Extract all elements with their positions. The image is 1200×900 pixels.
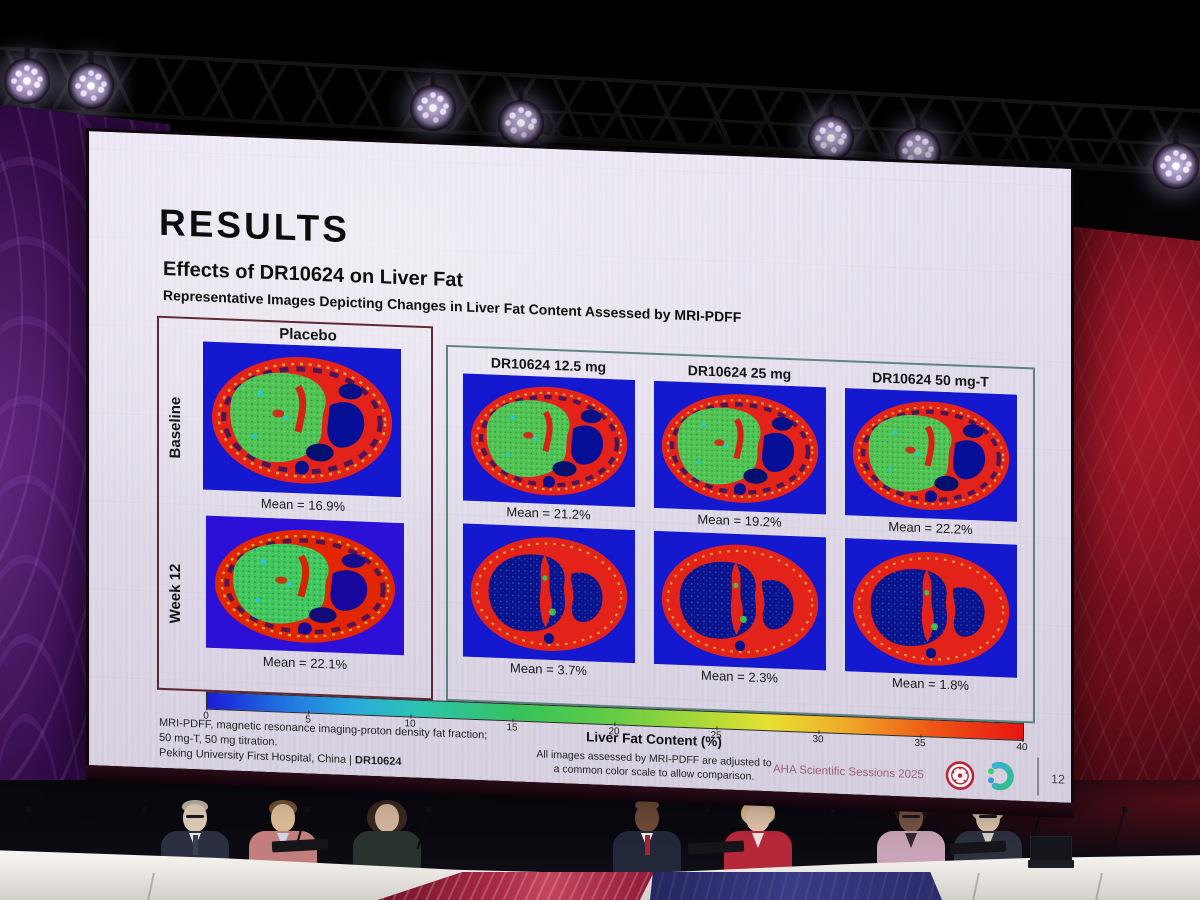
study-id: DR10624 [355,754,402,769]
mri-image-baseline [462,373,635,508]
results-slide: RESULTS Effects of DR10624 on Liver Fat … [89,131,1071,803]
page-divider [1037,757,1039,796]
microphone-icon [1112,810,1126,850]
treatment-columns: DR10624 12.5 mg Mean = 21.2% Mean = 3.7% [448,347,1033,721]
treatment-panel: DR10624 12.5 mg Mean = 21.2% Mean = 3.7% [446,344,1035,724]
stage-light-icon [68,63,114,109]
glasses-icon [638,815,656,818]
stage-light-icon [808,115,854,161]
mri-image-week12 [844,538,1017,678]
affiliation-text: Peking University First Hospital, China … [159,746,356,767]
microphone-icon [820,810,834,850]
stage-light-icon [1153,143,1199,189]
mri-image-placebo-week12 [206,515,404,656]
mean-value: Mean = 22.1% [262,653,348,673]
treatment-column: DR10624 25 mg Mean = 19.2% Mean = 2.3% [649,359,830,714]
panelist-tie [193,835,198,855]
slide-subtitle: Effects of DR10624 on Liver Fat [163,257,464,292]
glasses-icon [979,815,997,818]
stage-light-icon [498,100,544,146]
comparison-note: All images assessed by MRI-PDFF are adju… [489,745,819,786]
slide-title: RESULTS [159,201,350,251]
panelist-head [375,804,399,832]
footnote-line2: 50 mg-T, 50 mg titration. [159,731,278,749]
hospital-seal-icon [945,761,975,790]
colorbar-tick-label: 30 [812,733,824,746]
projection-screen: RESULTS Effects of DR10624 on Liver Fat … [86,128,1074,806]
placebo-panel: Placebo Baseline Week 12 Mean = 16.9% Me… [157,315,433,701]
glasses-icon [902,815,920,818]
stage-light-icon [410,85,456,131]
mri-image-baseline [653,380,826,515]
glasses-icon [378,815,396,818]
panelist-head [635,804,659,832]
panelist [611,798,683,878]
microphone-icon [132,810,146,850]
glasses-icon [186,815,204,818]
laptop [1028,836,1074,872]
treatment-column: DR10624 12.5 mg Mean = 21.2% Mean = 3.7% [458,351,639,706]
mri-image-week12 [653,530,826,671]
laptop-base [1028,860,1074,868]
laptop-screen [1030,836,1072,862]
mean-value: Mean = 16.9% [260,495,346,514]
treatment-column: DR10624 50 mg-T Mean = 22.2% Mean = 1.8% [840,366,1021,721]
panelist-head [271,804,295,832]
panel-table [0,846,1200,900]
colorbar-tick-label: 35 [914,737,926,750]
panelist-head [746,804,770,832]
microphone-icon [16,810,30,850]
row-label-baseline: Baseline [167,396,184,459]
panelist-head [183,804,207,832]
mri-image-baseline [844,388,1017,522]
stage-light-icon [4,58,50,104]
page-number: 12 [1051,772,1065,787]
mri-image-week12 [462,523,635,664]
table-front-blue-panel [650,872,942,900]
colorbar-tick-label: 40 [1016,741,1028,754]
row-label-week12: Week 12 [167,563,184,624]
panelist-tie [645,835,650,855]
glasses-icon [274,815,292,818]
mri-image-placebo-baseline [203,341,401,498]
company-d-logo-icon [988,761,1014,791]
glasses-icon [749,815,767,818]
